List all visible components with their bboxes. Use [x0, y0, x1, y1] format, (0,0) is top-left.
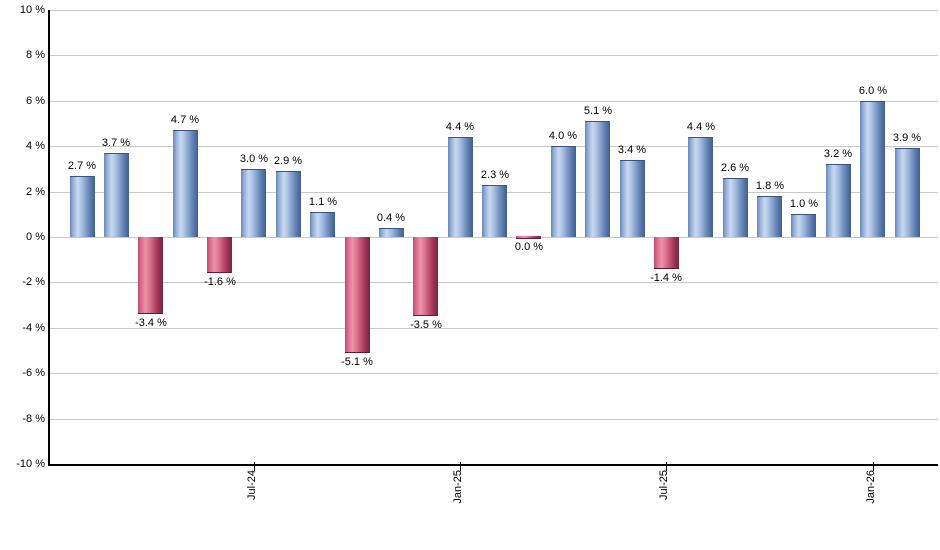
gridline [50, 419, 938, 420]
bar-Jul-25 [654, 237, 679, 269]
bar-value-label: 4.0 % [548, 130, 578, 142]
y-axis-label: 8 % [26, 49, 45, 61]
bar-Dec-25 [826, 164, 851, 237]
gridline [50, 55, 938, 56]
y-axis-line [48, 10, 50, 466]
gridline [50, 282, 938, 283]
bar-Apr-24 [138, 237, 163, 314]
bar-value-label: 5.1 % [583, 105, 613, 117]
bar-Feb-25 [482, 185, 507, 237]
y-axis-label: 4 % [26, 140, 45, 152]
x-axis-tick [254, 462, 255, 471]
bar-value-label: 0.0 % [514, 241, 544, 253]
x-axis-tick-label: Jan-26 [865, 470, 877, 504]
bar-value-label: 1.0 % [789, 198, 819, 210]
y-axis-label: 6 % [26, 95, 45, 107]
gridline [50, 237, 938, 238]
bar-value-label: 2.6 % [720, 162, 750, 174]
bar-value-label: -1.4 % [650, 272, 682, 284]
x-axis-tick [873, 462, 874, 471]
bar-value-label: 4.7 % [170, 114, 200, 126]
bar-Oct-24 [345, 237, 370, 353]
bar-Aug-24 [276, 171, 301, 237]
x-axis-tick [666, 462, 667, 471]
y-axis-label: -2 % [22, 276, 45, 288]
bar-value-label: 1.1 % [308, 196, 338, 208]
bar-value-label: 1.8 % [755, 180, 785, 192]
bar-value-label: 4.4 % [445, 121, 475, 133]
bar-Jan-25 [448, 137, 473, 237]
bar-value-label: 3.9 % [892, 132, 922, 144]
bar-Feb-24 [70, 176, 95, 237]
gridline [50, 101, 938, 102]
bar-Jan-26 [860, 101, 885, 237]
bar-value-label: 2.7 % [67, 160, 97, 172]
y-axis-label: -8 % [22, 413, 45, 425]
bar-Aug-25 [688, 137, 713, 237]
gridline [50, 328, 938, 329]
bar-value-label: 2.9 % [273, 155, 303, 167]
bar-value-label: -1.6 % [204, 276, 236, 288]
bar-Nov-24 [379, 228, 404, 237]
y-axis-label: 0 % [26, 231, 45, 243]
bar-Mar-25 [516, 236, 541, 239]
bar-Dec-24 [413, 237, 438, 316]
bar-Sep-25 [723, 178, 748, 237]
bar-value-label: 4.4 % [686, 121, 716, 133]
y-axis-label: 10 % [19, 4, 45, 16]
gridline [50, 10, 938, 11]
y-axis-label: -10 % [16, 458, 45, 470]
bar-May-25 [585, 121, 610, 237]
y-axis-label: 2 % [26, 186, 45, 198]
bar-value-label: 3.7 % [101, 137, 131, 149]
bar-Oct-25 [757, 196, 782, 237]
bar-Sep-24 [310, 212, 335, 237]
gridline [50, 373, 938, 374]
bar-value-label: 3.2 % [823, 148, 853, 160]
bar-value-label: 6.0 % [858, 85, 888, 97]
bar-May-24 [173, 130, 198, 237]
bar-value-label: -3.5 % [410, 319, 442, 331]
x-axis-tick-label: Jan-25 [452, 470, 464, 504]
bar-value-label: 0.4 % [376, 212, 406, 224]
bar-Jun-25 [620, 160, 645, 237]
bar-value-label: -3.4 % [135, 317, 167, 329]
bar-Mar-24 [104, 153, 129, 237]
x-axis-tick-label: Jul-25 [658, 470, 670, 500]
x-axis-tick-label: Jul-24 [246, 470, 258, 500]
y-axis-label: -4 % [22, 322, 45, 334]
bar-Jul-24 [241, 169, 266, 237]
bar-Jun-24 [207, 237, 232, 273]
x-axis-tick [460, 462, 461, 471]
x-axis-line [48, 464, 938, 466]
bar-value-label: 3.0 % [239, 153, 269, 165]
bar-value-label: -5.1 % [341, 356, 373, 368]
bar-Apr-25 [551, 146, 576, 237]
bar-Feb-26 [895, 148, 920, 237]
gridline [50, 146, 938, 147]
bar-value-label: 3.4 % [617, 144, 647, 156]
bar-Nov-25 [791, 214, 816, 237]
y-axis-label: -6 % [22, 367, 45, 379]
bar-value-label: 2.3 % [480, 169, 510, 181]
